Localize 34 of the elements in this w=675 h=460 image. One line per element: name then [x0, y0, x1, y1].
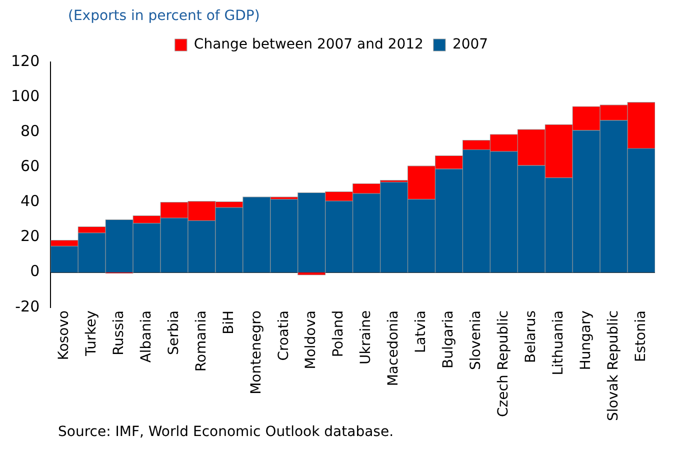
x-tick-label: Romania: [193, 310, 210, 372]
y-tick-label: 80: [20, 122, 40, 140]
x-tick-label: Latvia: [413, 310, 430, 354]
x-tick-label: Estonia: [632, 310, 649, 362]
x-tick-label: Turkey: [83, 310, 100, 357]
y-tick-label: 0: [30, 262, 40, 280]
x-tick-label: Czech Republic: [496, 310, 512, 417]
x-tick-label: Albania: [138, 310, 154, 363]
x-tick-label: BiH: [220, 310, 237, 334]
y-tick-label: 100: [10, 86, 40, 105]
x-tick-label: Montenegro: [248, 310, 264, 394]
x-tick-label: Belarus: [523, 310, 540, 364]
y-tick-label: 40: [20, 192, 40, 210]
y-tick-label: -20: [15, 297, 40, 316]
x-tick-label: Hungary: [578, 310, 594, 370]
x-tick-label: Kosovo: [56, 310, 72, 360]
x-tick-label: Russia: [110, 310, 127, 356]
x-tick-label: Slovenia: [468, 310, 484, 370]
x-tick-label: Croatia: [276, 310, 292, 361]
x-tick-label: Macedonia: [386, 310, 402, 386]
x-tick-label: Poland: [330, 310, 347, 358]
legend-label: Change between 2007 and 2012: [194, 36, 424, 53]
x-tick-label: Moldova: [303, 310, 320, 370]
y-tick-label: 20: [20, 227, 40, 246]
x-tick-label: Slovak Republic: [605, 310, 622, 422]
source-note: Source: IMF, World Economic Outlook database.: [58, 424, 395, 440]
y-tick-label: 120: [10, 52, 40, 70]
x-tick-label: Serbia: [166, 310, 182, 356]
x-tick-label: Lithuania: [550, 310, 566, 376]
x-tick-label: Ukraine: [358, 310, 374, 364]
legend-label: 2007: [452, 36, 488, 53]
y-tick-label: 60: [20, 157, 40, 176]
x-tick-label: Bulgaria: [440, 310, 457, 368]
chart-subtitle: (Exports in percent of GDP): [68, 8, 261, 24]
